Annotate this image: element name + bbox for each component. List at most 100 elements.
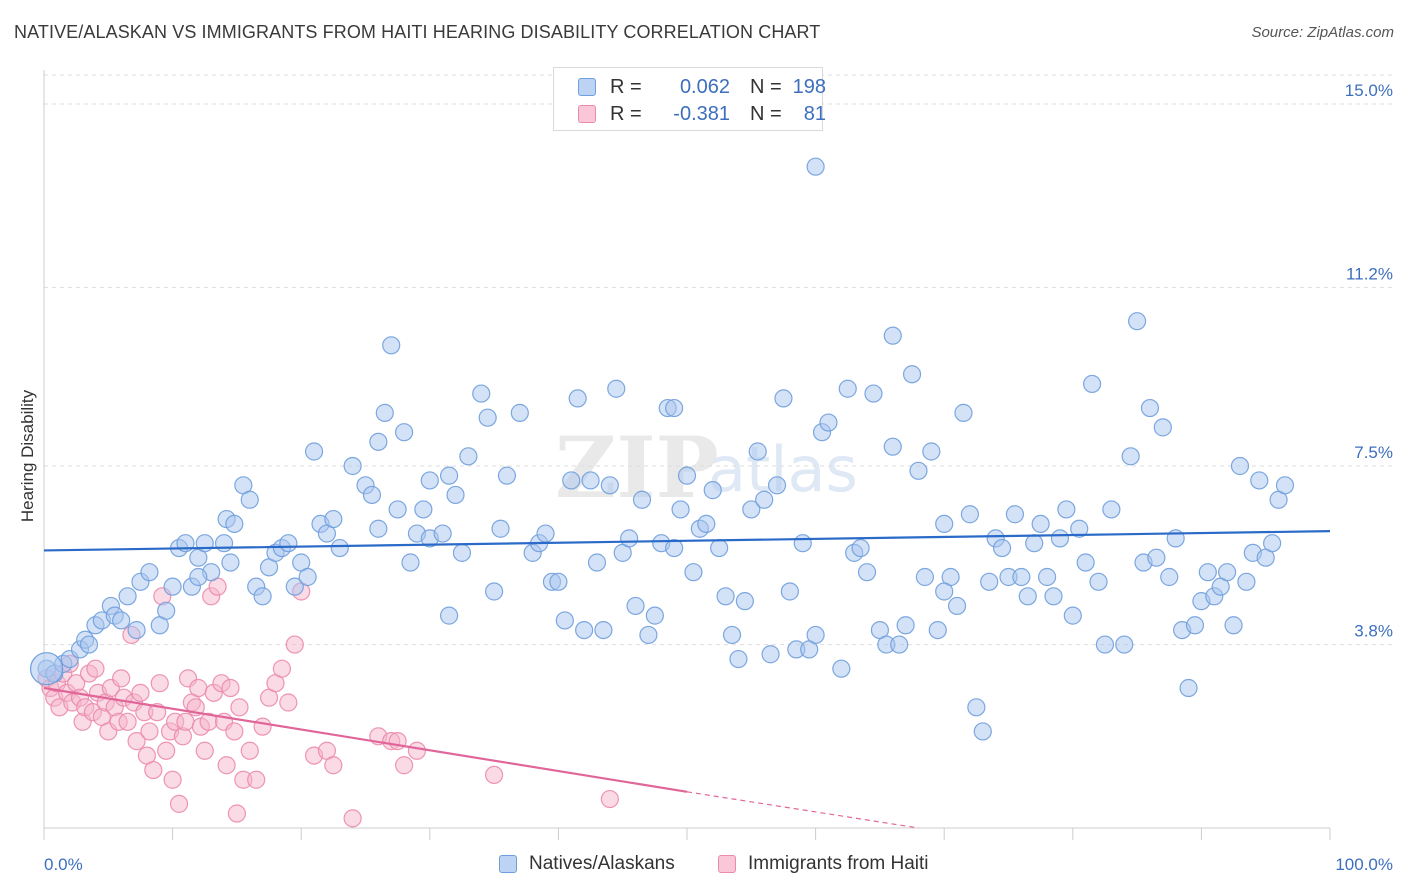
natives-point [472, 384, 491, 403]
natives-point [890, 635, 909, 654]
legend-n-label: N = [750, 102, 782, 125]
haiti-point [169, 794, 189, 813]
natives-point [225, 514, 244, 534]
natives-point [928, 620, 947, 640]
natives-point [851, 538, 870, 558]
watermark: ZIP atlas [555, 418, 858, 517]
natives-point [864, 384, 883, 403]
natives-point [1218, 563, 1237, 582]
haiti-point [163, 770, 182, 789]
natives-point [1005, 505, 1025, 524]
series-label-natives: Natives/Alaskans [529, 853, 675, 874]
natives-point [967, 698, 986, 717]
natives-point [478, 408, 497, 427]
natives-point [536, 524, 555, 543]
haiti-point [112, 669, 131, 688]
trend-lines [43, 530, 1331, 829]
natives-point [1179, 678, 1198, 698]
natives-point [157, 601, 176, 620]
natives-point [1224, 616, 1243, 635]
series-legend: Natives/Alaskans Immigrants from Haiti [0, 851, 1406, 879]
natives-point [446, 485, 465, 505]
natives-point [697, 514, 716, 534]
y-tick-label: 15.0% [1345, 81, 1393, 100]
haiti-point [343, 809, 362, 828]
natives-point [793, 534, 812, 553]
natives-point [298, 567, 317, 587]
natives-point [1063, 606, 1082, 625]
haiti-point [127, 732, 146, 751]
natives-point [1185, 616, 1205, 635]
natives-point [639, 625, 658, 645]
natives-point [857, 563, 877, 582]
natives-point [369, 519, 388, 538]
natives-point [922, 442, 941, 461]
legend-n-value: 198 [792, 75, 826, 98]
natives-point [414, 500, 433, 519]
natives-point [549, 572, 568, 591]
haiti-point [150, 674, 169, 693]
natives-point [780, 582, 799, 601]
natives-point [581, 471, 600, 490]
natives-point [112, 611, 131, 630]
natives-point [1147, 548, 1166, 567]
haiti-point [225, 722, 244, 741]
x-tick-label-max: 100.0% [1335, 855, 1393, 874]
natives-point [1050, 529, 1070, 548]
natives-point [382, 336, 401, 355]
natives-point [935, 582, 954, 601]
series-legend-natives: Natives/Alaskans [499, 853, 675, 875]
natives-point [960, 505, 980, 524]
haiti-point [240, 741, 259, 760]
natives-point [896, 616, 915, 635]
natives-point [485, 582, 504, 601]
natives-point [626, 596, 645, 616]
natives-point [394, 423, 414, 442]
natives-point [575, 620, 594, 640]
legend-swatch-haiti [578, 105, 596, 123]
natives-point [710, 538, 729, 558]
natives-point [420, 471, 439, 490]
legend-r-value: 0.062 [679, 75, 730, 98]
haiti-point [272, 659, 292, 678]
natives-point [343, 456, 362, 476]
natives-point [587, 553, 607, 572]
natives-point [1095, 635, 1115, 654]
natives-point [1121, 447, 1140, 466]
series-legend-haiti: Immigrants from Haiti [718, 853, 929, 875]
natives-point [118, 587, 137, 606]
legend-r-label: R = [610, 102, 642, 125]
natives-point [1102, 500, 1121, 519]
haiti-point [157, 741, 176, 760]
natives-point [947, 596, 967, 616]
legend-n-label: N = [750, 75, 782, 98]
natives-point [163, 577, 182, 596]
natives-point [369, 432, 388, 451]
natives-point [1044, 587, 1063, 606]
natives-point [677, 466, 697, 485]
series-swatch-haiti [718, 855, 736, 873]
natives-point [1127, 312, 1147, 331]
gridlines [44, 74, 1394, 646]
natives-point [620, 529, 639, 548]
haiti-point [394, 756, 414, 775]
haiti-trend-extension [686, 791, 919, 829]
natives-point [806, 157, 825, 176]
x-ticks [43, 828, 1331, 840]
natives-point [459, 447, 478, 466]
natives-point [980, 572, 999, 591]
natives-point [838, 379, 857, 398]
natives-point [375, 403, 394, 422]
haiti-point [221, 678, 240, 698]
natives-point [1018, 587, 1037, 606]
natives-point [665, 398, 684, 418]
natives-point [992, 538, 1012, 558]
correlation-legend: R = 0.062 N = 198 R = -0.381 N = 81 [553, 67, 826, 131]
natives-point [632, 490, 652, 509]
natives-point [1082, 374, 1102, 394]
haiti-point [189, 678, 208, 698]
natives-point [594, 620, 613, 640]
natives-point [189, 567, 208, 587]
natives-point [832, 659, 851, 678]
natives-point [1057, 500, 1076, 519]
